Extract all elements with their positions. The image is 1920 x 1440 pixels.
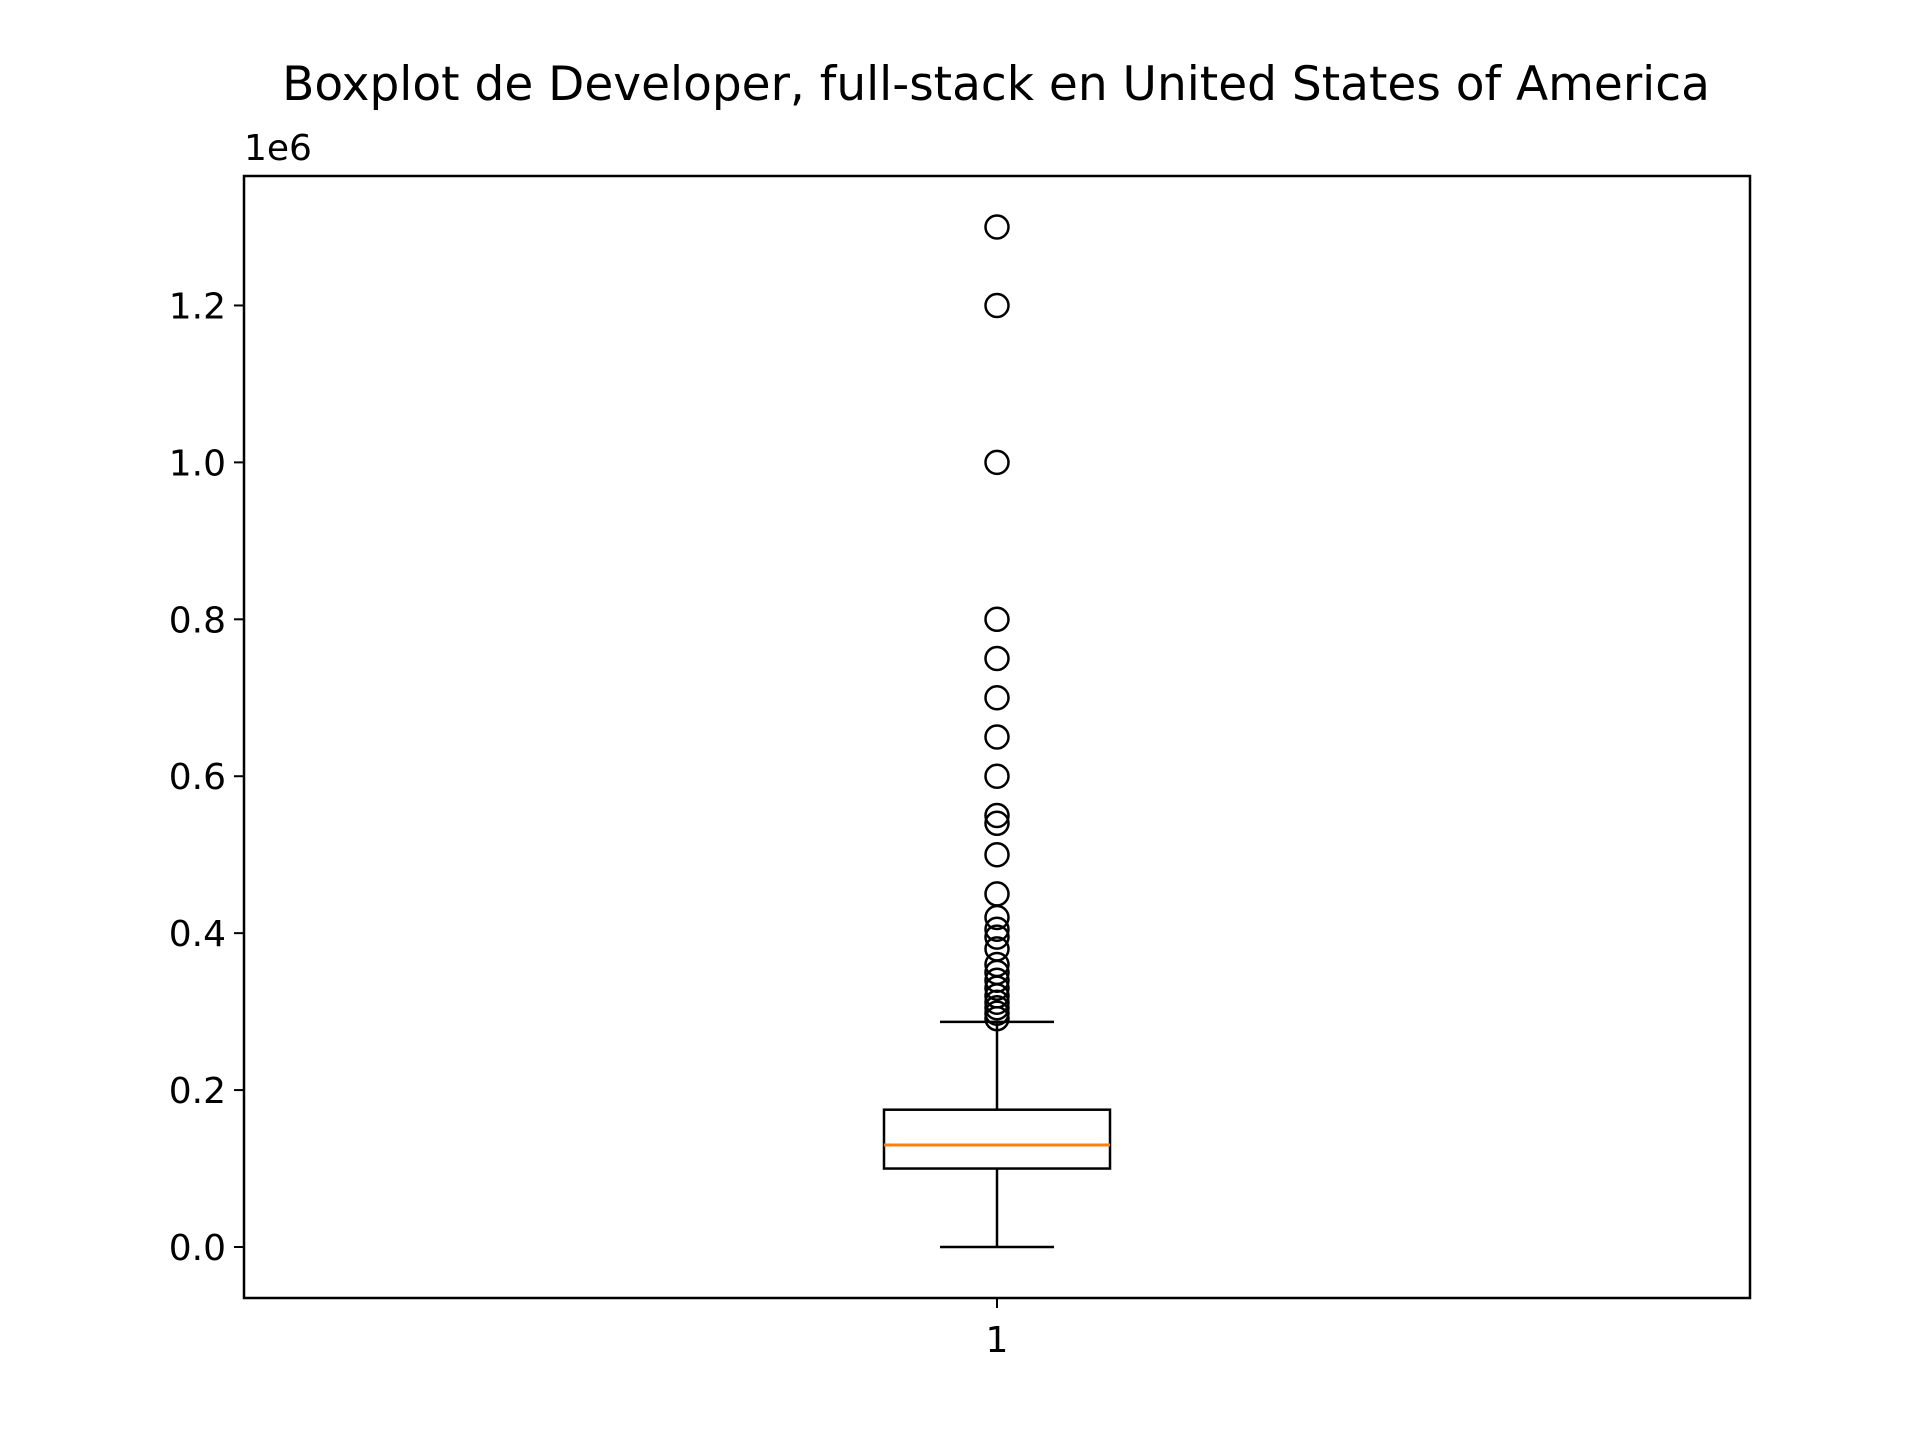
outlier-point: [984, 975, 1010, 1001]
outlier-point: [984, 802, 1010, 829]
axes-frame: [242, 174, 1752, 1300]
outlier-point: [984, 292, 1010, 319]
x-tick-label: 1: [986, 1320, 1009, 1361]
y-tick-label: 0.4: [169, 914, 226, 955]
y-tick-label: 0.2: [169, 1071, 226, 1112]
outlier-point: [984, 841, 1010, 868]
outlier-point: [984, 685, 1010, 711]
y-tick-label: 0.6: [169, 757, 226, 798]
y-tick-label: 1.2: [169, 286, 226, 327]
outlier-point: [984, 1005, 1010, 1032]
outlier-point: [984, 881, 1010, 907]
outlier-point: [984, 916, 1010, 942]
iqr-box: [882, 1108, 1112, 1170]
outlier-point: [984, 214, 1010, 240]
outlier-point: [984, 449, 1010, 476]
outlier-point: [984, 810, 1010, 837]
plot-area: 0.0 0.2 0.4 0.6 0.8 1.0 1.2 1: [169, 214, 1112, 1361]
outlier-point: [984, 724, 1010, 750]
y-offset-label: 1e6: [244, 128, 312, 169]
y-tick-label: 1.0: [169, 443, 226, 484]
chart-title: Boxplot de Developer, full-stack en Unit…: [282, 57, 1710, 112]
outlier-point: [984, 645, 1010, 672]
outlier-point: [984, 904, 1010, 931]
y-tick-label: 0.8: [169, 600, 226, 641]
y-tick-label: 0.0: [169, 1228, 226, 1269]
outlier-point: [984, 606, 1010, 633]
outlier-point: [984, 924, 1010, 950]
outlier-point: [984, 763, 1010, 789]
